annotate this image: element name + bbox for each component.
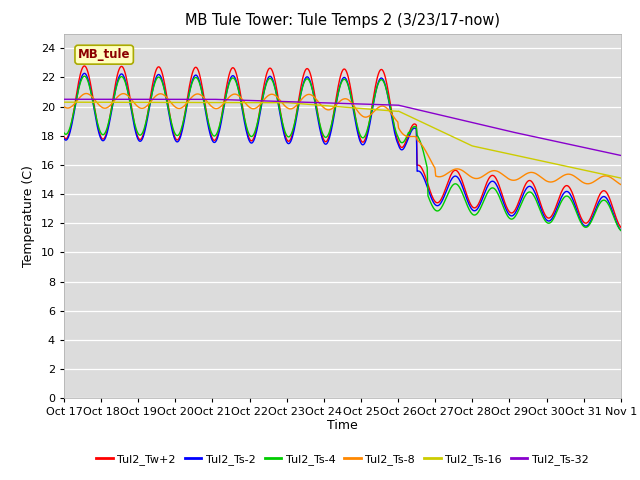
- Text: MB_tule: MB_tule: [78, 48, 131, 61]
- Y-axis label: Temperature (C): Temperature (C): [22, 165, 35, 267]
- Title: MB Tule Tower: Tule Temps 2 (3/23/17-now): MB Tule Tower: Tule Temps 2 (3/23/17-now…: [185, 13, 500, 28]
- Legend: Tul2_Tw+2, Tul2_Ts-2, Tul2_Ts-4, Tul2_Ts-8, Tul2_Ts-16, Tul2_Ts-32: Tul2_Tw+2, Tul2_Ts-2, Tul2_Ts-4, Tul2_Ts…: [92, 450, 593, 469]
- X-axis label: Time: Time: [327, 419, 358, 432]
